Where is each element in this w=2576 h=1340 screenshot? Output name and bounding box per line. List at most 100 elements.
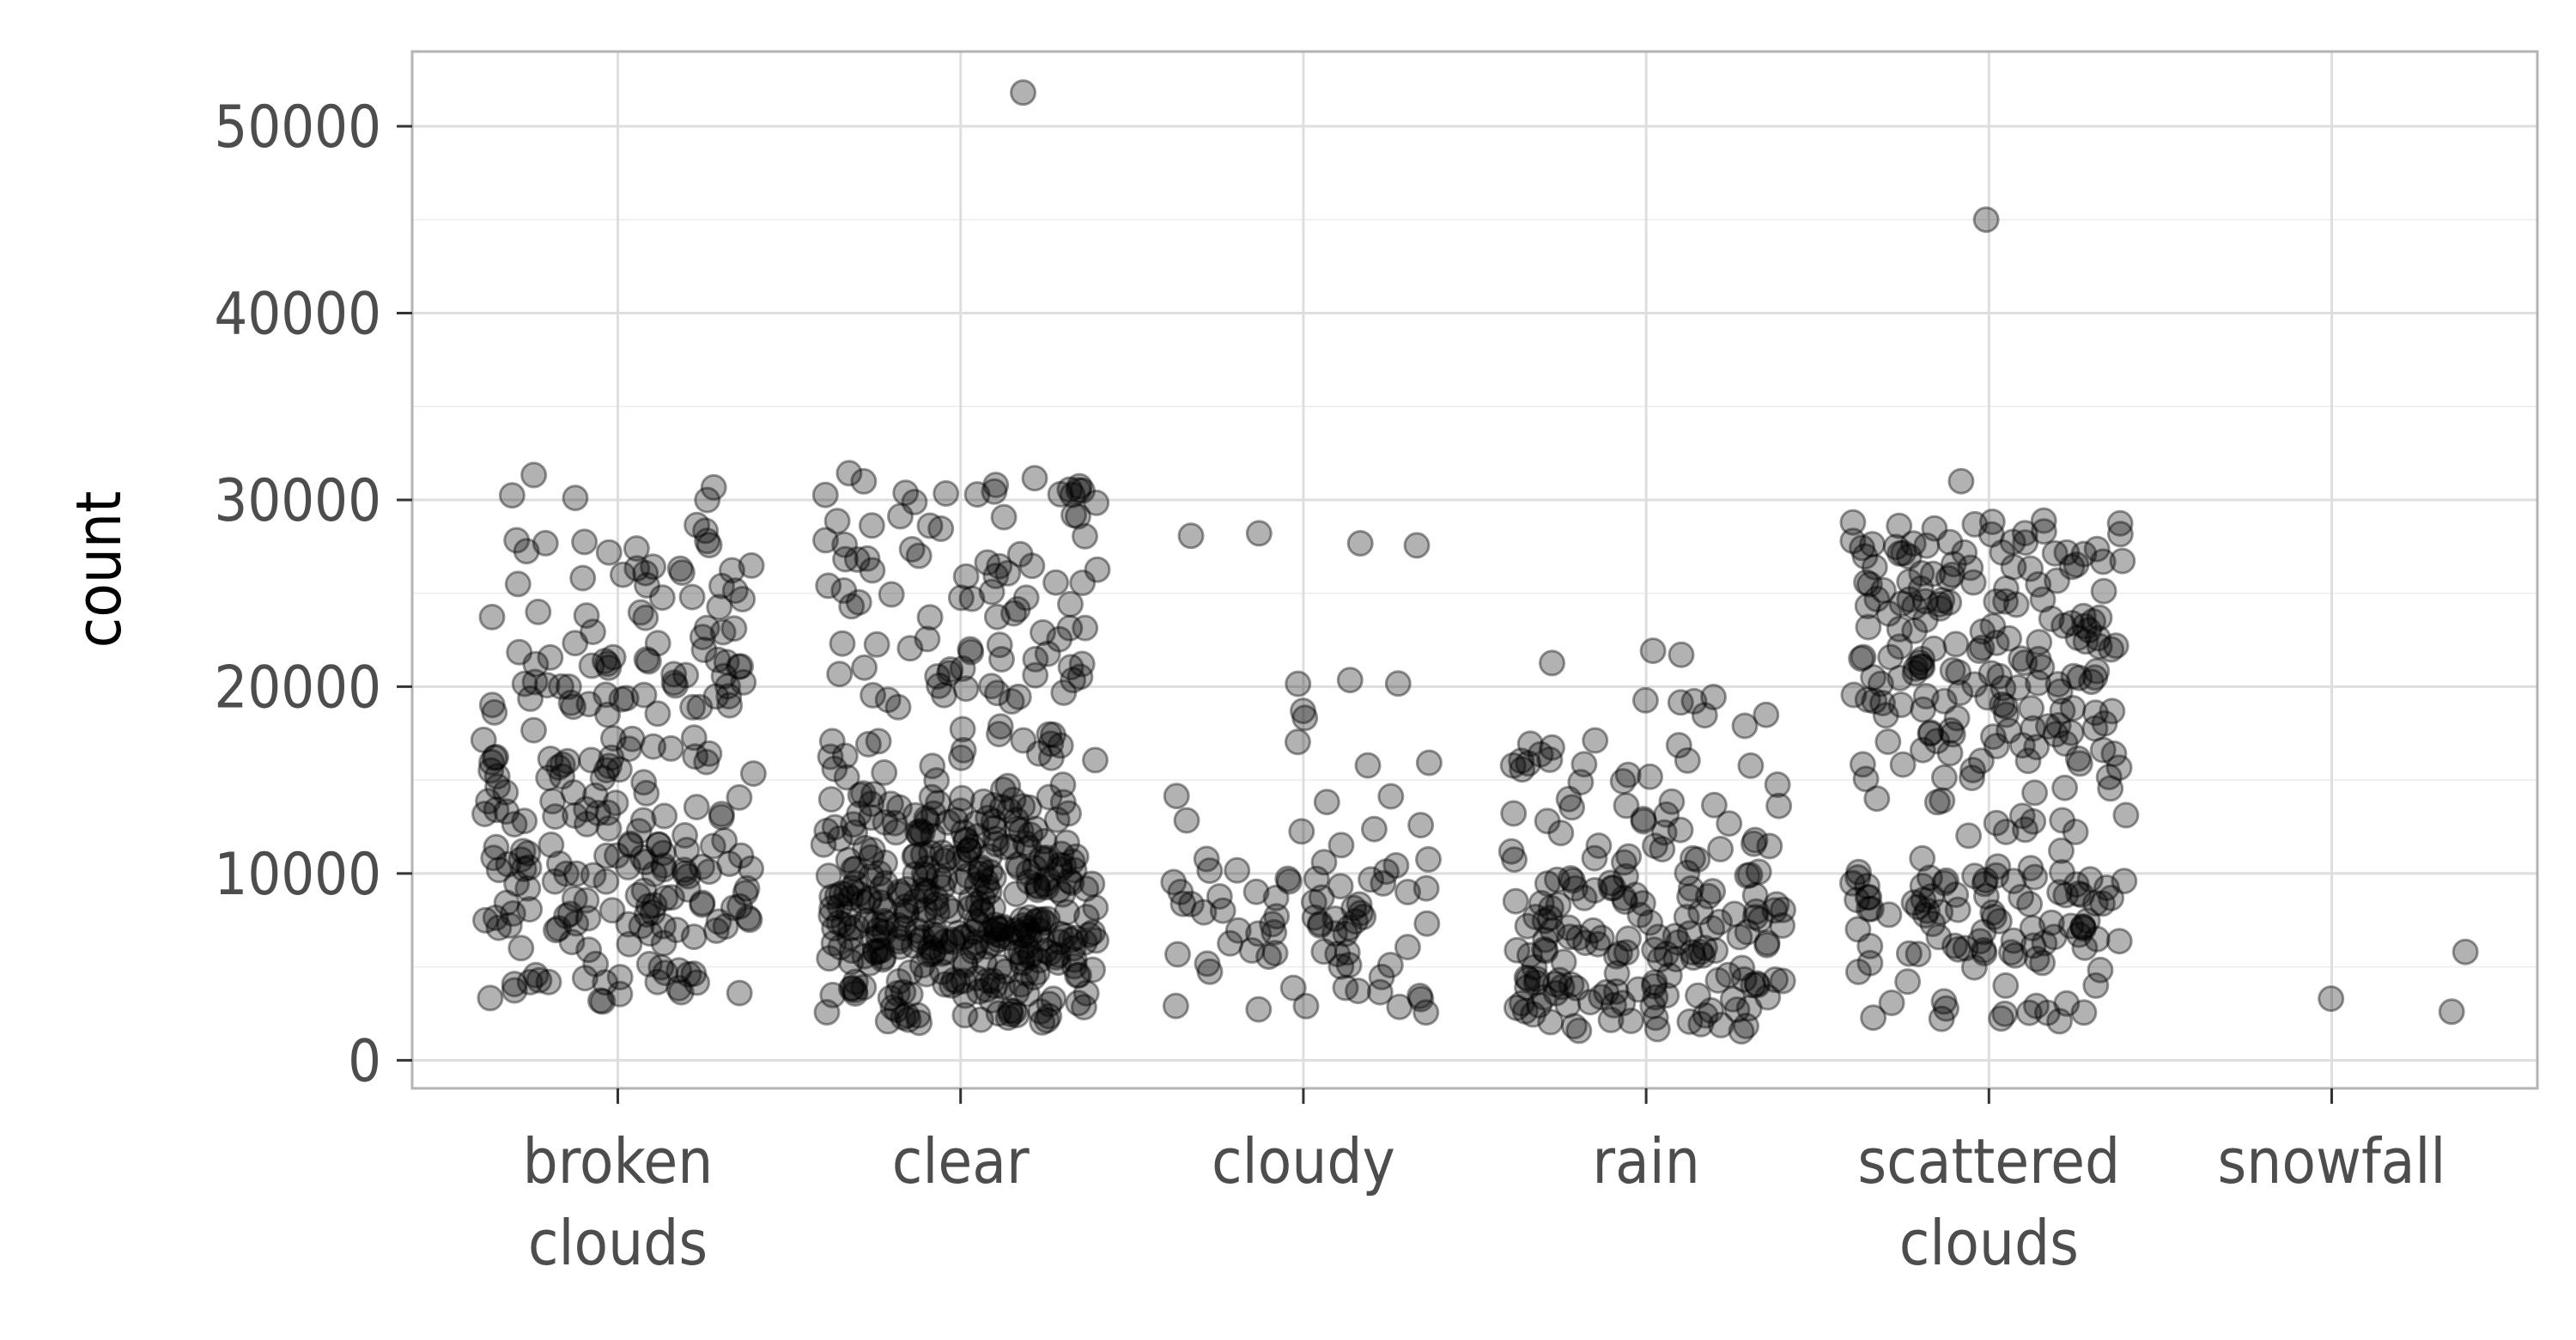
data-point <box>912 880 939 907</box>
data-point <box>1602 978 1630 1005</box>
data-point <box>1731 712 1759 740</box>
data-point <box>1593 978 1620 1006</box>
data-point <box>2059 695 2087 722</box>
data-point <box>1735 995 1763 1022</box>
data-point <box>1550 948 1577 976</box>
data-point <box>1641 969 1668 996</box>
data-point <box>1978 660 2005 687</box>
data-point <box>2051 730 2079 757</box>
data-point <box>914 878 941 905</box>
data-point <box>1190 898 1218 926</box>
data-point <box>910 876 938 904</box>
data-point <box>573 886 600 914</box>
data-point <box>858 790 885 818</box>
data-point <box>595 815 623 842</box>
data-point <box>1354 752 1382 779</box>
data-point <box>2048 837 2075 864</box>
data-point <box>1034 640 1061 667</box>
data-point <box>1531 907 1558 935</box>
data-point <box>657 734 684 762</box>
data-point <box>1886 615 1913 643</box>
data-point <box>815 572 842 600</box>
data-point <box>914 855 941 882</box>
data-point <box>471 801 498 828</box>
data-point <box>1263 903 1291 930</box>
data-point <box>2060 662 2087 690</box>
data-point <box>855 887 883 915</box>
data-point <box>2081 890 2109 917</box>
data-point <box>1336 667 1364 694</box>
data-point <box>696 532 723 559</box>
data-point <box>571 528 598 556</box>
data-point <box>1012 933 1040 960</box>
data-point <box>867 874 895 902</box>
data-point <box>922 924 950 952</box>
data-point <box>811 481 839 509</box>
data-point <box>2083 535 2111 563</box>
data-point <box>682 743 709 770</box>
data-point <box>1765 792 1793 819</box>
data-point <box>1542 979 1570 1007</box>
data-point <box>1607 940 1633 967</box>
data-point <box>660 669 688 697</box>
data-point <box>501 977 528 1004</box>
data-point <box>1926 591 1953 618</box>
data-point <box>2087 956 2114 984</box>
data-point <box>721 577 749 605</box>
data-point <box>983 831 1010 857</box>
data-point <box>1002 880 1030 908</box>
data-point <box>1377 783 1405 810</box>
data-point <box>660 661 688 688</box>
data-point <box>1544 866 1571 893</box>
data-point <box>1702 937 1729 965</box>
data-point <box>2046 1008 2073 1035</box>
data-point <box>598 897 626 924</box>
data-point <box>673 837 701 864</box>
data-point <box>990 503 1018 531</box>
data-point <box>1763 891 1790 918</box>
data-point <box>957 638 985 666</box>
data-point <box>472 906 499 934</box>
data-point <box>1730 965 1758 993</box>
data-point <box>533 672 561 699</box>
data-point <box>1875 901 1903 929</box>
data-point <box>1021 854 1048 881</box>
data-point <box>708 801 735 828</box>
data-point <box>1644 923 1672 951</box>
data-point <box>680 960 708 988</box>
data-point <box>1530 984 1558 1011</box>
data-point <box>904 917 932 944</box>
data-point <box>537 643 564 671</box>
data-point <box>1679 939 1706 966</box>
data-point <box>623 555 651 582</box>
data-point <box>1613 862 1639 890</box>
data-point <box>857 804 884 831</box>
data-point <box>720 615 748 643</box>
data-point <box>1007 939 1035 966</box>
data-point <box>1170 890 1197 917</box>
data-point <box>936 660 963 687</box>
data-point <box>1554 991 1582 1019</box>
data-point <box>578 746 605 774</box>
y-tick-label: 10000 <box>214 841 381 909</box>
data-point <box>616 930 643 958</box>
data-point <box>511 670 538 697</box>
data-point <box>882 819 909 846</box>
data-point <box>934 844 962 871</box>
data-point <box>1598 874 1625 902</box>
data-point <box>1562 874 1589 902</box>
data-point <box>630 681 658 709</box>
data-point <box>933 480 960 507</box>
data-point <box>994 559 1022 587</box>
data-point <box>2090 577 2117 605</box>
data-point <box>988 794 1016 821</box>
data-point <box>974 967 1001 995</box>
data-point <box>1069 477 1096 504</box>
data-point <box>569 564 597 592</box>
data-point <box>2097 775 2124 802</box>
data-point <box>1902 655 1929 682</box>
data-point <box>594 701 622 728</box>
data-point <box>1022 815 1049 843</box>
data-point <box>1941 932 1968 959</box>
data-point <box>1292 992 1320 1020</box>
